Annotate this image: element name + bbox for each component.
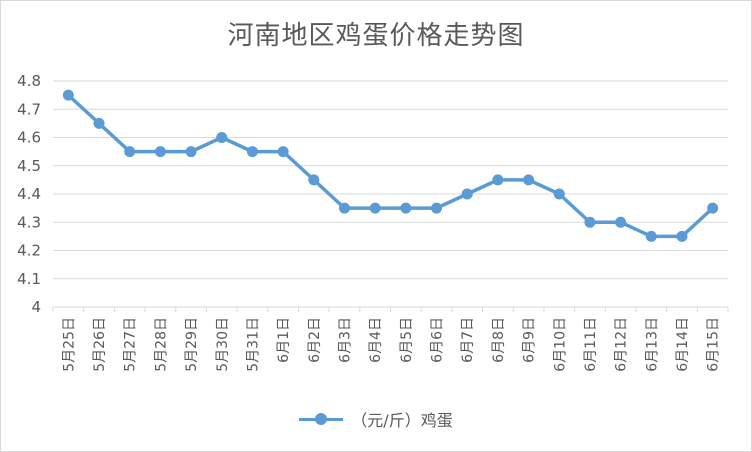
data-point (431, 202, 443, 214)
legend-label: （元/斤）鸡蛋 (351, 411, 453, 430)
data-point (369, 202, 381, 214)
y-tick-label: 4.6 (17, 129, 41, 147)
y-tick-label: 4.7 (17, 100, 41, 118)
y-tick-label: 4.8 (17, 72, 41, 90)
x-tick-label: 6月6日 (430, 317, 446, 363)
chart-title: 河南地区鸡蛋价格走势图 (227, 21, 525, 51)
data-point (124, 146, 136, 158)
data-point (461, 188, 473, 200)
y-tick-label: 4 (31, 298, 41, 316)
y-tick-label: 4.1 (17, 270, 41, 288)
data-point (645, 230, 657, 242)
data-point (62, 89, 74, 101)
x-tick-label: 6月7日 (460, 317, 476, 363)
x-tick-label: 6月9日 (522, 317, 538, 363)
legend: （元/斤）鸡蛋 (1, 407, 751, 431)
y-axis-ticks: 4 4.1 4.2 4.3 4.4 4.5 4.6 4.7 4.8 (17, 72, 41, 316)
data-point (707, 202, 719, 214)
series-layer (62, 89, 719, 242)
x-tick-label: 6月11日 (583, 317, 599, 372)
x-tick-label: 6月5日 (399, 317, 415, 363)
data-point (553, 188, 565, 200)
x-tick-label: 6月14日 (675, 317, 691, 372)
data-point (615, 216, 627, 228)
x-tick-label: 6月13日 (644, 317, 660, 372)
x-tick-label: 5月30日 (215, 317, 231, 372)
x-axis-ticks: 5月25日 5月26日 5月27日 5月28日 5月29日 5月30日 5月31日 6月1日 6… (61, 317, 721, 372)
x-tick-label: 6月8日 (491, 317, 507, 363)
x-tick-label: 6月15日 (706, 317, 722, 372)
legend-swatch (299, 411, 344, 427)
y-tick-label: 4.5 (17, 157, 41, 175)
x-tick-label: 5月29日 (184, 317, 200, 372)
x-tick-label: 6月3日 (337, 317, 353, 363)
data-point (93, 117, 105, 129)
x-tick-label: 5月26日 (92, 317, 108, 372)
data-point (277, 146, 289, 158)
data-point (492, 174, 504, 186)
x-tick-label: 5月31日 (245, 317, 261, 372)
x-tick-label: 6月4日 (368, 317, 384, 363)
data-point (400, 202, 412, 214)
y-tick-label: 4.2 (17, 242, 41, 260)
data-point (185, 146, 197, 158)
x-tick-label: 5月25日 (61, 317, 77, 372)
y-tick-label: 4.4 (17, 185, 41, 203)
x-tick-label: 6月1日 (276, 317, 292, 363)
x-tick-label: 6月10日 (552, 317, 568, 372)
x-tick-label: 6月2日 (307, 317, 323, 363)
data-point (676, 230, 688, 242)
data-point (523, 174, 535, 186)
data-point (584, 216, 596, 228)
x-tick-label: 5月27日 (123, 317, 139, 372)
data-point (308, 174, 320, 186)
gridlines (52, 80, 729, 312)
x-tick-label: 6月12日 (614, 317, 630, 372)
data-point (246, 146, 258, 158)
data-point (338, 202, 350, 214)
y-tick-label: 4.3 (17, 213, 41, 231)
x-tick-label: 5月28日 (153, 317, 169, 372)
data-point (154, 146, 166, 158)
series-line (67, 93, 714, 239)
data-point (216, 132, 228, 143)
